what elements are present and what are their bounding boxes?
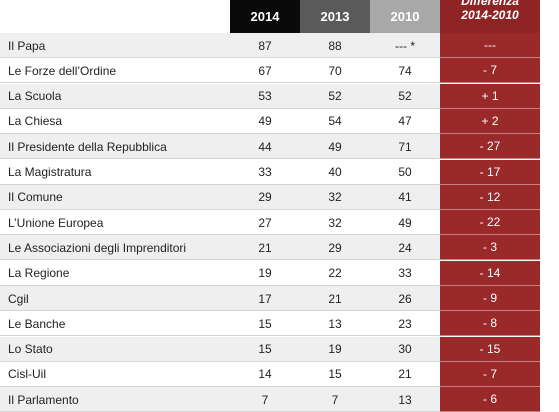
diff-cell: - 7 [440,361,540,387]
diff-cell: - 17 [440,159,540,185]
value-cell: 17 [258,291,272,306]
value-cell: 21 [398,367,412,382]
row-label: La Magistratura [8,165,92,179]
row-label: Lo Stato [8,342,53,357]
value-cell: 33 [258,165,272,179]
value-cell: 49 [398,215,412,230]
value-cell: 74 [398,63,412,78]
diff-cell: - 14 [440,260,540,286]
header-2010: 2010 [370,0,440,33]
value-cell: 15 [328,367,342,382]
diff-cell: - 15 [440,336,540,362]
row-label: L’Unione Europea [8,215,104,230]
diff-header: Differenza 2014-2010 [440,0,540,33]
diff-header-line: Differenza [461,0,519,8]
value-cell: 22 [328,266,342,281]
diff-cell: + 2 [440,108,540,134]
value-cell: 19 [328,342,342,357]
diff-cell: --- [440,33,540,58]
diff-cell: + 1 [440,83,540,109]
value-cell: 49 [328,139,342,154]
value-cell: 47 [398,114,412,129]
value-cell: 30 [398,342,412,357]
value-cell: 15 [258,316,272,331]
value-cell: 53 [258,89,272,104]
row-label: Le Associazioni degli Imprenditori [8,240,187,255]
diff-cell: - 12 [440,184,540,210]
value-cell: 24 [398,240,412,255]
diff-cell: - 9 [440,286,540,311]
value-cell: 88 [328,38,342,53]
diff-cell: - 3 [440,235,540,261]
value-cell: 29 [258,190,272,205]
value-cell: 44 [258,139,272,154]
value-cell: 52 [398,89,412,104]
value-cell: 87 [258,38,272,53]
row-label: Cgil [8,291,29,306]
value-cell: 40 [328,165,342,179]
row-label: Il Comune [8,190,63,205]
row-label: Il Presidente della Repubblica [8,139,167,154]
value-cell: --- * [395,38,415,53]
value-cell: 13 [328,316,342,331]
value-cell: 32 [328,215,342,230]
value-cell: 23 [398,316,412,331]
value-cell: 52 [328,89,342,104]
value-cell: 19 [258,266,272,281]
value-cell: 26 [398,291,412,306]
diff-header-line: 2014-2010 [461,8,519,22]
diff-cell: - 8 [440,311,540,337]
value-cell: 14 [258,367,272,382]
diff-cell: - 7 [440,58,540,84]
value-cell: 21 [258,240,272,255]
row-label: Cisl-Uil [8,367,46,382]
row-label: La Regione [8,266,70,281]
diff-cell: - 22 [440,210,540,236]
row-label: La Scuola [8,89,62,104]
row-label: Le Forze dell’Ordine [8,63,117,78]
value-cell: 27 [258,215,272,230]
value-cell: 29 [328,240,342,255]
header-2013: 2013 [300,0,370,33]
row-label: La Chiesa [8,114,63,129]
diff-cell: - 27 [440,134,540,160]
value-cell: 67 [258,63,272,78]
value-cell: 70 [328,63,342,78]
value-cell: 50 [398,165,412,179]
value-cell: 49 [258,114,272,129]
value-cell: 71 [398,139,412,154]
value-cell: 21 [328,291,342,306]
value-cell: 15 [258,342,272,357]
page: 2014 2013 2010 Differenza 2014-2010 (() … [0,0,540,412]
value-cell: 33 [398,266,412,281]
row-label: Il Papa [8,38,46,53]
row-label: Le Banche [8,316,66,331]
value-cell: 41 [398,190,412,205]
value-cell: 54 [328,114,342,129]
header-2014: 2014 [230,0,300,33]
value-cell: 32 [328,190,342,205]
